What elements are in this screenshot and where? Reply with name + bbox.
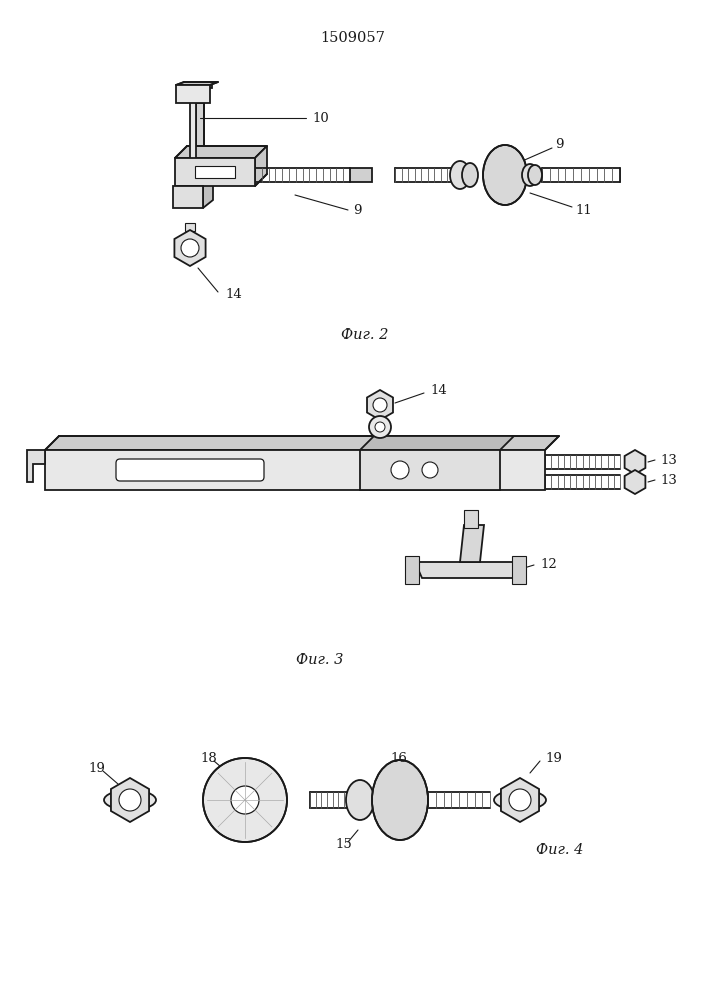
Polygon shape xyxy=(501,778,539,822)
Text: 14: 14 xyxy=(225,288,242,302)
Bar xyxy=(195,166,235,178)
Text: Фиг. 3: Фиг. 3 xyxy=(296,653,344,667)
Polygon shape xyxy=(415,562,522,578)
Bar xyxy=(464,510,478,528)
Text: 13: 13 xyxy=(660,474,677,487)
Bar xyxy=(185,223,195,231)
Circle shape xyxy=(391,461,409,479)
Bar xyxy=(512,556,526,584)
Text: 9: 9 xyxy=(555,138,563,151)
Text: 14: 14 xyxy=(430,383,447,396)
Polygon shape xyxy=(198,85,204,180)
Ellipse shape xyxy=(372,760,428,840)
Polygon shape xyxy=(180,85,212,88)
Text: 12: 12 xyxy=(540,558,556,572)
Text: 15: 15 xyxy=(335,838,352,852)
Circle shape xyxy=(373,398,387,412)
Text: 19: 19 xyxy=(88,762,105,774)
Bar xyxy=(173,186,203,208)
FancyBboxPatch shape xyxy=(116,459,264,481)
Bar xyxy=(350,168,372,182)
Circle shape xyxy=(203,758,287,842)
Ellipse shape xyxy=(346,780,374,820)
Text: Фиг. 4: Фиг. 4 xyxy=(537,843,584,857)
Polygon shape xyxy=(360,436,514,450)
Polygon shape xyxy=(180,85,204,88)
Ellipse shape xyxy=(494,790,546,810)
Ellipse shape xyxy=(462,163,478,187)
Bar xyxy=(360,450,500,490)
Text: 13: 13 xyxy=(660,454,677,466)
Polygon shape xyxy=(175,146,267,158)
Polygon shape xyxy=(255,146,267,186)
Polygon shape xyxy=(175,230,206,266)
Bar xyxy=(176,85,210,103)
Text: 18: 18 xyxy=(200,752,217,764)
Circle shape xyxy=(422,462,438,478)
Bar xyxy=(405,556,419,584)
Text: 1509057: 1509057 xyxy=(320,31,385,45)
Circle shape xyxy=(509,789,531,811)
Bar xyxy=(175,158,255,186)
Circle shape xyxy=(369,416,391,438)
Text: 9: 9 xyxy=(353,204,361,217)
Ellipse shape xyxy=(522,164,538,186)
Circle shape xyxy=(119,789,141,811)
Polygon shape xyxy=(624,450,645,474)
Ellipse shape xyxy=(104,790,156,810)
Polygon shape xyxy=(203,178,213,208)
Polygon shape xyxy=(45,436,559,450)
Polygon shape xyxy=(176,82,218,85)
Circle shape xyxy=(375,422,385,432)
Polygon shape xyxy=(624,470,645,494)
Polygon shape xyxy=(27,450,45,482)
Ellipse shape xyxy=(483,145,527,205)
Circle shape xyxy=(181,239,199,257)
Polygon shape xyxy=(367,390,393,420)
Text: Фиг. 2: Фиг. 2 xyxy=(341,328,389,342)
Text: 19: 19 xyxy=(545,752,562,764)
Text: 10: 10 xyxy=(312,111,329,124)
Circle shape xyxy=(231,786,259,814)
Ellipse shape xyxy=(528,165,542,185)
Polygon shape xyxy=(196,103,204,180)
Polygon shape xyxy=(111,778,149,822)
Ellipse shape xyxy=(450,161,470,189)
Polygon shape xyxy=(460,525,484,562)
Text: 16: 16 xyxy=(390,752,407,764)
Bar xyxy=(190,85,196,180)
Text: 11: 11 xyxy=(575,204,592,217)
Bar xyxy=(45,450,545,490)
